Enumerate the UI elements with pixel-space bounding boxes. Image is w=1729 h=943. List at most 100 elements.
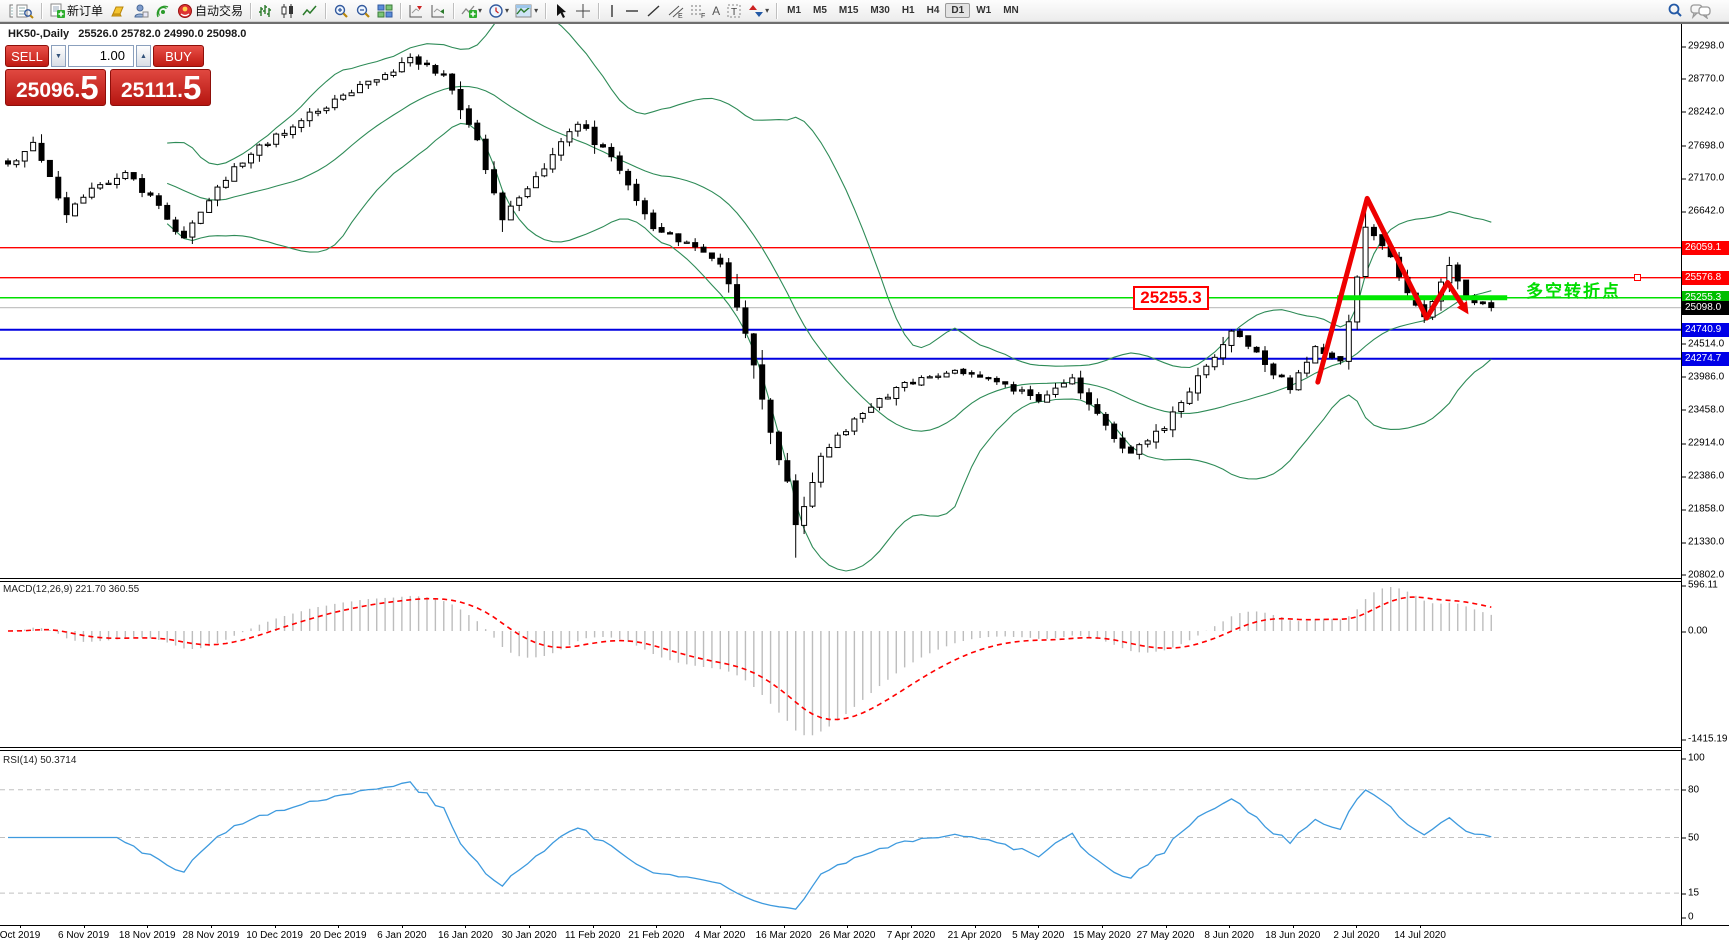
price-badge: 24274.7 [1682, 351, 1729, 366]
buy-button[interactable]: BUY [153, 45, 204, 67]
time-tick-label: 11 Feb 2020 [565, 930, 621, 941]
timeframe-m1[interactable]: M1 [787, 5, 802, 16]
price-badge: 25576.8 [1682, 270, 1729, 285]
timeframe-m15[interactable]: M15 [838, 5, 859, 16]
chat-icon[interactable] [1687, 1, 1715, 21]
add-indicator-button[interactable]: ▾ [458, 1, 485, 21]
axis-tick-label: 21858.0 [1681, 503, 1725, 515]
time-tick-label: 7 Apr 2020 [886, 930, 936, 941]
time-tick-label: 10 Dec 2019 [246, 930, 303, 941]
axis-tick-label: 15 [1681, 887, 1700, 899]
toolbar-separator [598, 2, 600, 19]
time-tick-label: 6 Jan 2020 [377, 930, 427, 941]
toolbar-separator [400, 2, 402, 19]
auto-scroll-icon[interactable] [427, 1, 449, 21]
svg-text:T: T [731, 7, 737, 18]
ohlc-values: 25526.0 25782.0 24990.0 25098.0 [78, 28, 247, 40]
rsi-label: RSI(14) 50.3714 [3, 755, 77, 766]
fibonacci-tool-icon[interactable]: F [687, 1, 709, 21]
timeframe-w1[interactable]: W1 [976, 5, 992, 16]
panel-divider [0, 925, 1729, 926]
dropdown-caret: ▾ [478, 6, 483, 15]
zoom-in-icon[interactable] [330, 1, 352, 21]
time-tick [147, 925, 149, 928]
zoom-out-icon[interactable] [352, 1, 374, 21]
chart-window-icon[interactable] [4, 1, 13, 21]
symbol-period-label: HK50-,Daily [8, 28, 70, 40]
timeframe-h4[interactable]: H4 [926, 5, 940, 16]
axis-tick-label: 26642.0 [1681, 205, 1725, 217]
axis-tick-label: 0 [1682, 911, 1694, 923]
signals-icon[interactable] [152, 1, 174, 21]
contacts-icon[interactable] [130, 1, 152, 21]
gold-symbol-icon[interactable] [106, 1, 130, 21]
period-button[interactable]: ▾ [485, 1, 512, 21]
volume-input[interactable]: 1.00 [68, 45, 134, 67]
sell-price-main: 25096 [16, 79, 75, 102]
time-tick [656, 925, 658, 928]
timeframe-h1[interactable]: H1 [901, 5, 915, 16]
price-badge: 25098.0 [1682, 300, 1729, 315]
sell-price-display[interactable]: 25096. 5 [5, 69, 106, 106]
time-tick [910, 925, 912, 928]
buy-price-display[interactable]: 25111. 5 [110, 69, 211, 106]
time-tick-label: 26 Mar 2020 [819, 930, 876, 941]
rsi-panel[interactable] [0, 750, 1681, 925]
timeframe-m5[interactable]: M5 [813, 5, 827, 16]
volume-decrease-button[interactable]: ▼ [51, 45, 66, 67]
pivot-note-text: 多空转折点 [1526, 282, 1621, 301]
time-tick [592, 925, 594, 928]
time-tick [783, 925, 785, 928]
time-tick [465, 925, 467, 928]
horizontal-line-tool-icon[interactable] [621, 1, 643, 21]
crosshair-tool-icon[interactable] [572, 1, 594, 21]
panel-divider [0, 750, 1681, 751]
axis-tick-label: 22914.0 [1681, 437, 1725, 449]
panel-divider [0, 581, 1681, 582]
axis-tick-label: 28242.0 [1681, 106, 1725, 118]
text-tool-icon[interactable]: A [712, 3, 721, 18]
price-panel[interactable] [0, 24, 1681, 578]
svg-text:F: F [701, 13, 705, 19]
buy-price-main: 25111 [121, 79, 178, 102]
time-axis[interactable]: Oct 2019 6 Nov 2019 18 Nov 2019 28 Nov 2019… [0, 925, 1729, 943]
vertical-line-tool-icon[interactable] [603, 1, 621, 21]
market-watch-icon[interactable] [13, 1, 37, 21]
trendline-tool-icon[interactable] [643, 1, 665, 21]
line-chart-mode-icon[interactable] [299, 1, 321, 21]
time-tick [401, 925, 403, 928]
volume-increase-button[interactable]: ▲ [136, 45, 151, 67]
axis-tick-label: 50 [1681, 832, 1700, 843]
time-tick-label: 21 Feb 2020 [628, 930, 685, 941]
candlestick-mode-icon[interactable] [277, 1, 299, 21]
time-tick-label: 14 Jul 2020 [1394, 930, 1446, 941]
chart-area[interactable]: HK50-,Daily 25526.0 25782.0 24990.0 2509… [0, 24, 1729, 943]
sell-button[interactable]: SELL [5, 45, 49, 67]
autotrading-button[interactable]: 自动交易 [174, 1, 246, 21]
arrows-tool-icon[interactable]: ▾ [745, 1, 772, 21]
template-button[interactable]: ▾ [512, 1, 541, 21]
tile-windows-icon[interactable] [374, 1, 396, 21]
equidistant-channel-tool-icon[interactable]: E [665, 1, 687, 21]
timeframe-mn[interactable]: MN [1003, 5, 1019, 16]
cursor-tool-icon[interactable] [550, 1, 572, 21]
time-tick-label: 21 Apr 2020 [947, 930, 1002, 941]
new-order-button[interactable]: 新订单 [46, 1, 106, 21]
time-tick-label: 16 Mar 2020 [755, 930, 812, 941]
price-scale-axis[interactable] [1681, 24, 1682, 925]
chart-shift-icon[interactable] [405, 1, 427, 21]
bar-chart-mode-icon[interactable] [255, 1, 277, 21]
time-tick-label: 20 Dec 2019 [309, 930, 367, 941]
macd-panel[interactable] [0, 581, 1681, 747]
timeframe-m30[interactable]: M30 [870, 5, 890, 16]
time-tick [720, 925, 722, 928]
time-tick [847, 925, 849, 928]
time-tick [1165, 925, 1167, 928]
price-badge: 24740.9 [1682, 322, 1729, 337]
text-label-tool-icon[interactable]: T [723, 1, 745, 21]
search-icon[interactable] [1663, 1, 1687, 21]
toolbar-separator [545, 2, 547, 19]
timeframe-d1[interactable]: D1 [945, 3, 971, 18]
time-tick-label: 27 May 2020 [1136, 930, 1195, 941]
axis-tick-label: 27170.0 [1681, 172, 1725, 184]
